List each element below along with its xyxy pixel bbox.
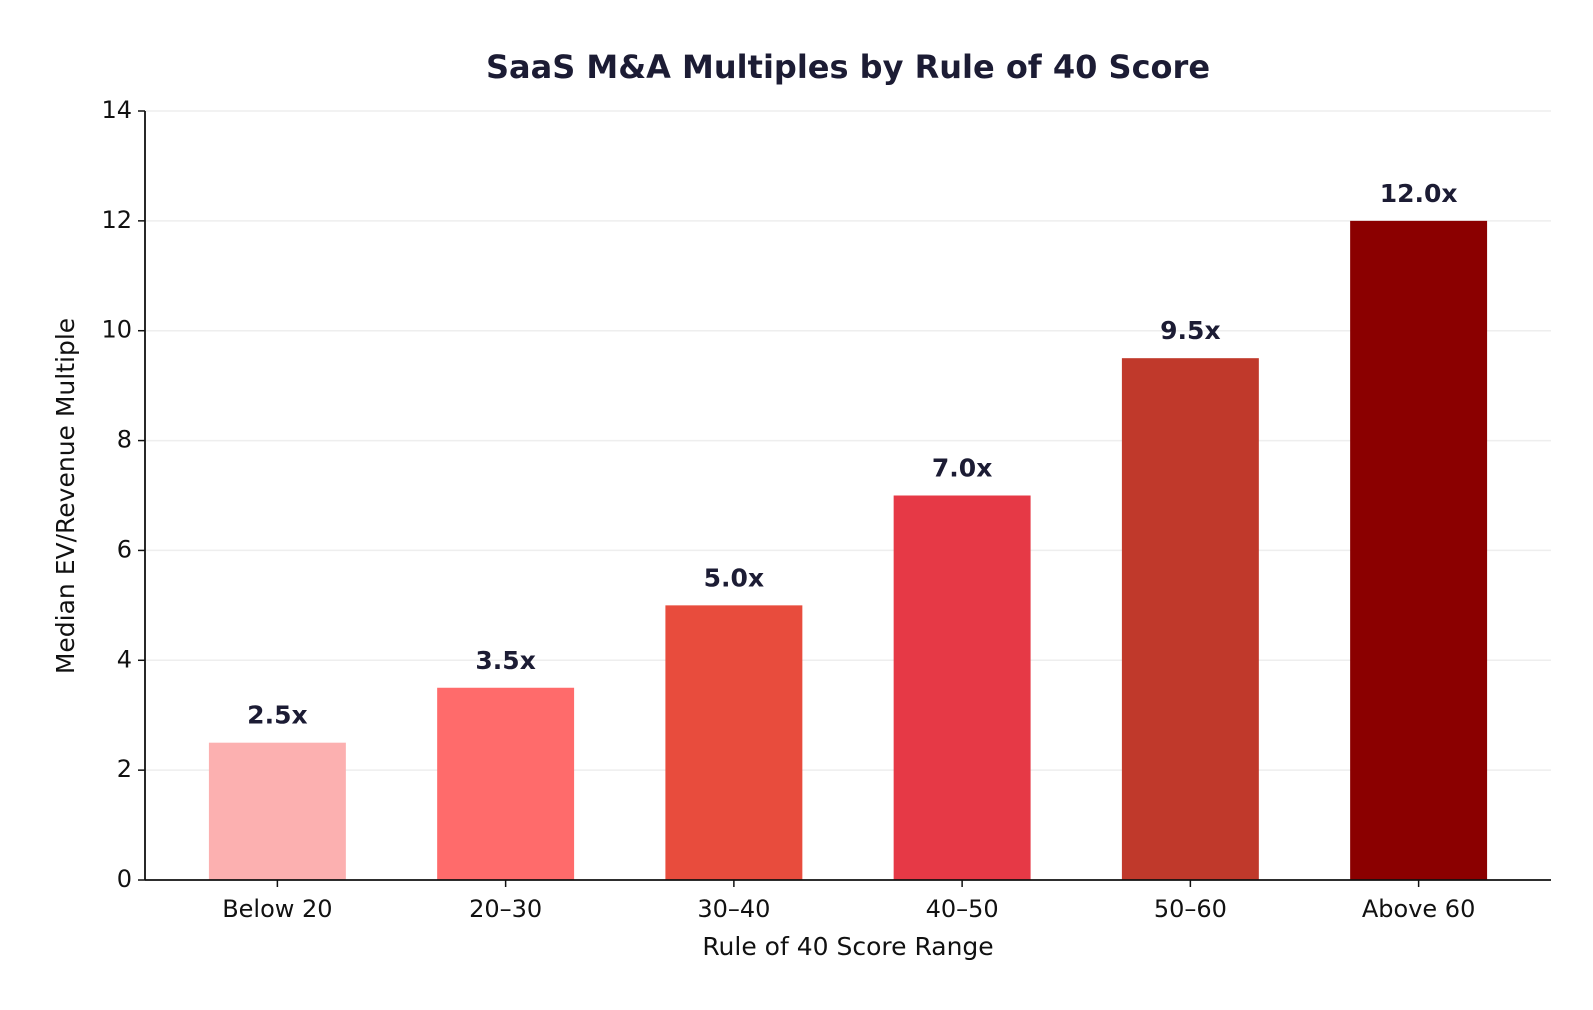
y-axis-label: Median EV/Revenue Multiple xyxy=(51,318,80,674)
y-tick-label: 14 xyxy=(101,96,132,124)
value-label: 3.5x xyxy=(475,646,535,675)
x-tick-label: Above 60 xyxy=(1362,895,1475,923)
x-tick-label: 50–60 xyxy=(1154,895,1227,923)
bar xyxy=(893,495,1031,880)
y-tick-label: 8 xyxy=(117,426,132,454)
y-tick-label: 4 xyxy=(117,645,132,673)
y-tick-label: 2 xyxy=(117,755,132,783)
bar xyxy=(665,605,803,880)
y-tick-label: 6 xyxy=(117,535,132,563)
x-tick-label: 20–30 xyxy=(469,895,542,923)
value-label: 7.0x xyxy=(932,454,992,483)
bar xyxy=(437,687,575,880)
bar xyxy=(208,742,346,880)
bar xyxy=(1121,358,1259,880)
x-tick-label: Below 20 xyxy=(222,895,332,923)
y-tick-label: 10 xyxy=(101,316,132,344)
y-tick-label: 12 xyxy=(101,206,132,234)
bar xyxy=(1350,220,1488,880)
value-label: 9.5x xyxy=(1160,316,1220,345)
value-label: 12.0x xyxy=(1380,179,1458,208)
value-label: 5.0x xyxy=(704,563,764,592)
x-tick-label: 30–40 xyxy=(697,895,770,923)
y-tick-label: 0 xyxy=(117,865,132,893)
chart-title: SaaS M&A Multiples by Rule of 40 Score xyxy=(486,48,1210,86)
value-label: 2.5x xyxy=(247,701,307,730)
x-axis-label: Rule of 40 Score Range xyxy=(702,932,993,961)
x-tick-label: 40–50 xyxy=(926,895,999,923)
